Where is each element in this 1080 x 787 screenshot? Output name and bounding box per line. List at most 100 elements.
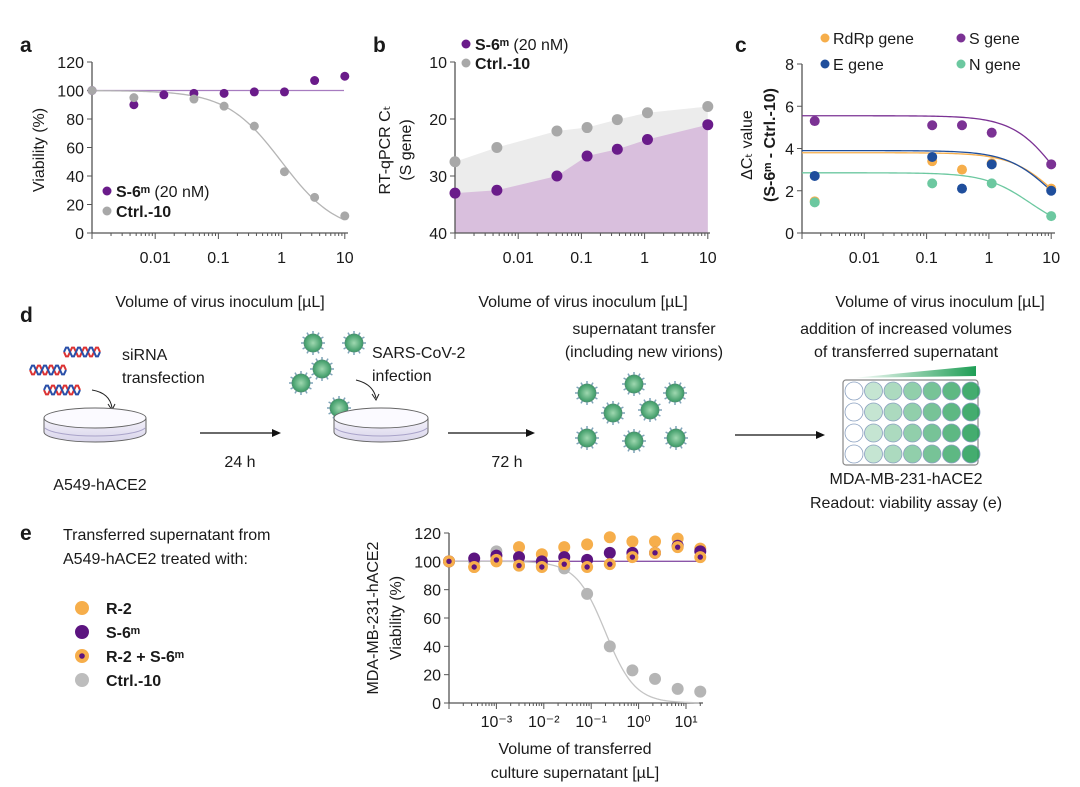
dna-strand [43, 384, 81, 396]
y-tick-label: 20 [429, 112, 447, 129]
data-point [603, 546, 616, 559]
virus-spike [620, 406, 624, 410]
fit-line-0 [802, 152, 1053, 190]
virus-spike [580, 400, 584, 404]
data-point [649, 535, 662, 548]
legend-label-s6m: S-6ᵐ (20 nM) [475, 37, 569, 54]
data-point-center [697, 554, 703, 560]
data-point-center [493, 557, 500, 563]
virus-spike [623, 444, 627, 448]
data-point [581, 538, 594, 551]
x-tick-label: 10 [1042, 250, 1060, 267]
sirna-label: siRNA [122, 347, 168, 364]
data-point [927, 151, 938, 162]
y-tick-label: 80 [66, 112, 84, 129]
y-tick-label: 80 [423, 583, 441, 600]
virus-spike [357, 350, 361, 354]
arrow-head-icon [371, 393, 380, 401]
well [883, 423, 903, 443]
virus-spike [328, 401, 332, 405]
well [864, 423, 883, 443]
chart-e-ylabel-2: Viability (%) [388, 576, 405, 660]
x-tick-label: 10 [336, 250, 354, 267]
data-point [626, 535, 639, 548]
virus-spike [623, 377, 627, 381]
fit-line-1 [802, 115, 1053, 166]
data-point [702, 100, 714, 112]
virus-spike [346, 401, 350, 405]
well [942, 381, 961, 401]
y-tick-label: 30 [429, 169, 447, 186]
sars-cov-2-label: SARS-CoV-2 [372, 345, 465, 362]
chart-e-ylabel: MDA-MB-231-hACE2 [365, 541, 382, 694]
well [961, 423, 981, 443]
virus-spike [590, 427, 594, 431]
chart-a-ylabel: Viability (%) [31, 108, 48, 192]
well [942, 444, 961, 464]
chart-b-ylabel: RT-qPCR Cₜ [377, 106, 394, 195]
virus-icon [622, 429, 646, 453]
virus-spike [576, 441, 580, 445]
virus-spike [637, 430, 641, 434]
x-tick-label: 10¹ [674, 714, 697, 731]
data-point [491, 184, 503, 196]
x-tick-label: 1 [984, 250, 993, 267]
virus-spike [290, 386, 294, 390]
legend-marker-ctrl [75, 673, 89, 687]
legend-label-r2-s6m: R-2 + S-6ᵐ [106, 649, 184, 666]
data-point [219, 88, 229, 98]
virus-spike [620, 416, 624, 420]
petri-dish-icon [333, 407, 429, 443]
virus-icon [289, 371, 313, 395]
virus-spike [357, 332, 361, 336]
data-point [310, 192, 320, 202]
x-tick-label: 1 [640, 250, 649, 267]
virus-spike [290, 376, 294, 380]
data-point [129, 93, 139, 103]
virus-icon [664, 426, 688, 450]
data-point [986, 159, 997, 170]
curved-arrow-icon [91, 389, 113, 409]
well [844, 423, 864, 443]
y-tick-label: 100 [57, 84, 84, 101]
data-point [310, 76, 320, 86]
chart-e-xlabel: Volume of transferred [499, 741, 652, 758]
legend-label-rdrp: RdRp gene [833, 31, 914, 48]
x-tick-label: 10⁻³ [481, 714, 513, 731]
x-tick-label: 0.1 [915, 250, 937, 267]
virus-body [577, 428, 597, 448]
panel-label-b: b [373, 34, 386, 57]
virus-spike [315, 358, 319, 362]
well [922, 444, 942, 464]
data-point [87, 86, 97, 95]
data-point-center [674, 544, 681, 550]
data-point [513, 551, 526, 564]
virus-spike [639, 403, 643, 407]
panel-e-caption-1: Transferred supernatant from [63, 527, 271, 544]
virus-spike [639, 413, 643, 417]
fit-line-ctrl [91, 89, 345, 221]
virus-spike [302, 336, 306, 340]
x-tick-label: 10⁻² [528, 714, 560, 731]
virus-spike [361, 346, 365, 350]
virus-icon [301, 331, 325, 355]
well [883, 402, 903, 422]
virus-spike [594, 431, 598, 435]
virus-spike [616, 420, 620, 424]
panel-label-a: a [20, 34, 32, 57]
virus-spike [576, 396, 580, 400]
legend-marker-s6m [461, 39, 471, 49]
data-point [449, 156, 461, 168]
legend-label-e-gene: E gene [833, 57, 884, 74]
x-tick-label: 0.1 [207, 250, 229, 267]
y-tick-label: 100 [414, 554, 441, 571]
virus-body [577, 383, 597, 403]
area-0 [455, 124, 708, 233]
chart-b-ylabel-2: (S gene) [398, 119, 415, 180]
data-point [581, 150, 593, 162]
data-point [809, 116, 820, 127]
virus-spike [594, 441, 598, 445]
virus-spike [669, 427, 673, 431]
well [883, 444, 903, 464]
